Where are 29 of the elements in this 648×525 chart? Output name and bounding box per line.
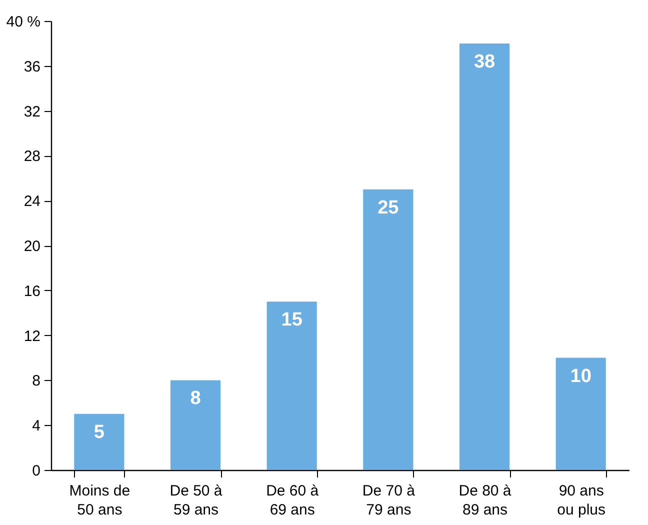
x-tick-label: De 80 à 89 ans bbox=[458, 482, 512, 518]
y-tick-label: 16 bbox=[24, 282, 40, 300]
y-tick-label: 40 % bbox=[6, 14, 40, 30]
y-tick-label: 32 bbox=[24, 103, 40, 120]
data-label: 25 bbox=[378, 197, 400, 218]
x-tick-label: De 50 à 59 ans bbox=[170, 482, 223, 518]
data-label: 15 bbox=[281, 310, 303, 331]
data-label: 8 bbox=[190, 388, 201, 410]
bar bbox=[74, 414, 124, 470]
y-tick-label: 12 bbox=[24, 328, 40, 345]
y-tick-label: 4 bbox=[32, 418, 40, 435]
y-tick-label: 36 bbox=[24, 58, 40, 76]
x-tick-label: De 60 à 69 ans bbox=[266, 482, 320, 518]
x-tick-label: 90 ans ou plus bbox=[557, 482, 606, 518]
y-tick-label: 20 bbox=[24, 238, 40, 255]
bar bbox=[556, 358, 606, 470]
bar bbox=[459, 43, 510, 470]
y-tick-label: 28 bbox=[24, 148, 40, 166]
bar bbox=[266, 302, 317, 470]
y-tick-label: 8 bbox=[32, 372, 40, 390]
y-tick-label: 0 bbox=[32, 462, 40, 480]
data-label: 38 bbox=[474, 51, 496, 72]
data-label: 10 bbox=[570, 366, 592, 387]
x-tick-label: De 70 à 79 ans bbox=[362, 482, 416, 518]
data-label: 5 bbox=[94, 422, 105, 443]
bar bbox=[170, 380, 221, 470]
y-tick-label: 24 bbox=[24, 193, 40, 210]
x-tick-label: Moins de 50 ans bbox=[69, 482, 130, 518]
bar bbox=[363, 189, 414, 470]
